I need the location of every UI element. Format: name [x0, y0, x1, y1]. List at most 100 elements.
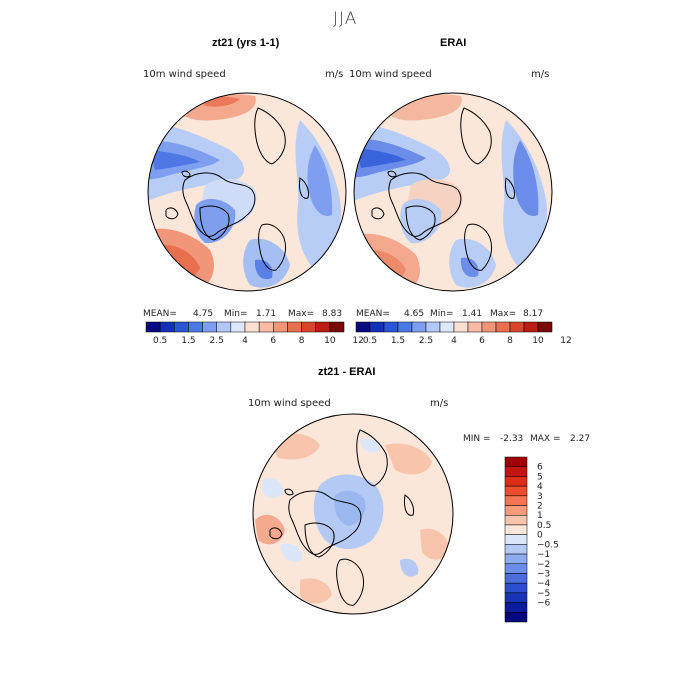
colorbar-diff-swatch — [504, 524, 528, 535]
colorbar-diff-swatch — [504, 514, 528, 526]
colorbar-model-swatch — [329, 321, 345, 333]
colorbar-model-swatch — [145, 321, 161, 333]
panel-obs-min-label: Min= — [430, 309, 454, 319]
panel-diff-min-value: -2.33 — [500, 434, 524, 444]
colorbar-diff-swatch — [504, 602, 528, 613]
panel-diff-units-label: m/s — [430, 398, 449, 409]
map-obs-border — [353, 92, 553, 292]
colorbar-obs-tick-label: 6 — [479, 336, 485, 346]
colorbar-model-swatch — [159, 321, 175, 333]
colorbar-diff-swatch — [504, 582, 528, 594]
colorbar-diff-swatch — [504, 592, 528, 603]
colorbar-diff-swatch — [504, 612, 528, 623]
colorbar-model-swatch — [315, 321, 331, 333]
colorbar-obs-tick-label: 0.5 — [363, 336, 377, 346]
colorbar-model-swatch — [244, 321, 260, 333]
colorbar-model-tick-label: 1.5 — [181, 336, 195, 346]
colorbar-obs-tick-label: 2.5 — [419, 336, 433, 346]
colorbar-obs-swatch — [439, 321, 455, 333]
figure-title: JJA — [333, 9, 358, 29]
panel-obs-variable-label: 10m wind speed — [349, 69, 432, 80]
colorbar-obs-swatch — [537, 321, 553, 333]
colorbar-diff-swatch — [504, 466, 528, 477]
panel-diff-title: zt21 - ERAI — [318, 366, 376, 378]
colorbar-obs-swatch — [481, 321, 497, 333]
colorbar-obs-swatch — [425, 321, 441, 333]
colorbar-diff-tick-label: −3 — [537, 569, 550, 579]
colorbar-obs-swatch — [369, 321, 385, 333]
colorbar-diff-tick-label: −0.5 — [537, 540, 559, 550]
map-diff — [253, 414, 453, 614]
panel-model-mean-value: 4.75 — [193, 309, 214, 319]
panel-diff-max-label: MAX = — [530, 434, 561, 444]
panel-obs-mean-label: MEAN= — [356, 309, 390, 319]
colorbar-diff-swatch — [504, 544, 528, 555]
colorbar-model-swatch — [258, 321, 274, 333]
colorbar-model-swatch — [188, 321, 203, 333]
panel-model-min-value: 1.71 — [256, 309, 277, 319]
panel-model-min-label: Min= — [224, 309, 248, 319]
colorbar-diff-tick-label: −1 — [537, 550, 550, 560]
colorbar-obs-swatch — [509, 321, 525, 333]
colorbar-obs-swatch — [411, 321, 427, 333]
panel-obs-title: ERAI — [440, 37, 467, 49]
panel-obs-min-value: 1.41 — [462, 309, 483, 319]
panel-obs-max-label: Max= — [490, 309, 517, 319]
colorbar-model-tick-label: 6 — [270, 336, 276, 346]
colorbar-diff-swatch — [504, 495, 528, 506]
colorbar-model: 0.5 1.5 2.5 4 6 8 10 12 — [145, 321, 364, 346]
colorbar-diff-tick-label: −5 — [537, 589, 550, 599]
colorbar-model-swatch — [273, 321, 288, 333]
map-diff-border — [252, 413, 454, 615]
colorbar-diff-swatch — [504, 563, 528, 574]
colorbar-obs-tick-label: 1.5 — [391, 336, 405, 346]
colorbar-obs-swatch — [523, 321, 539, 333]
panel-model-units-label: m/s — [325, 69, 344, 80]
colorbar-model-tick-label: 0.5 — [153, 336, 167, 346]
colorbar-model-swatch — [216, 321, 232, 333]
colorbar-diff-tick-label: 4 — [537, 482, 543, 492]
colorbar-diff-tick-label: 0 — [537, 531, 543, 541]
colorbar-model-tick-label: 10 — [324, 336, 336, 346]
colorbar-diff-swatch — [504, 485, 528, 497]
colorbar-obs-swatch — [467, 321, 483, 333]
colorbar-obs-swatch — [495, 321, 511, 333]
colorbar-model-swatch — [174, 321, 189, 333]
colorbar-diff-swatch — [504, 456, 528, 467]
colorbar-diff-tick-label: 5 — [537, 472, 543, 482]
panel-diff-max-value: 2.27 — [570, 434, 591, 444]
colorbar-obs-tick-label: 12 — [560, 336, 571, 346]
colorbar-diff-tick-label: −6 — [537, 599, 551, 609]
colorbar-diff-swatch — [504, 505, 528, 516]
colorbar-obs-tick-label: 8 — [507, 336, 513, 346]
colorbar-diff-tick-label: −4 — [537, 579, 551, 589]
colorbar-model-tick-label: 4 — [242, 336, 248, 346]
colorbar-model-swatch — [230, 321, 246, 333]
colorbar-model-tick-label: 2.5 — [210, 336, 224, 346]
colorbar-diff-swatch — [504, 534, 528, 545]
panel-obs-mean-value: 4.65 — [404, 309, 425, 319]
colorbar-diff-tick-label: 3 — [537, 492, 543, 502]
colorbar-diff-tick-label: 2 — [537, 502, 543, 512]
colorbar-model-tick-label: 8 — [299, 336, 305, 346]
colorbar-diff-swatch — [504, 553, 528, 565]
colorbar-obs-swatch — [383, 321, 399, 333]
colorbar-obs-swatch — [453, 321, 469, 333]
panel-obs-max-value: 8.17 — [523, 309, 544, 319]
colorbar-model-swatch — [301, 321, 316, 333]
colorbar-diff-swatch — [504, 476, 528, 487]
panel-model-max-label: Max= — [288, 309, 315, 319]
map-obs — [354, 93, 552, 291]
colorbar-obs-tick-label: 4 — [451, 336, 457, 346]
colorbar-obs-swatch — [355, 321, 371, 333]
colorbar-obs: 0.5 1.5 2.5 4 6 8 10 12 — [355, 321, 572, 346]
colorbar-diff-tick-label: −2 — [537, 560, 550, 570]
panel-model-max-value: 8.83 — [322, 309, 343, 319]
panel-obs-units-label: m/s — [531, 69, 550, 80]
colorbar-obs-swatch — [397, 321, 413, 333]
panel-diff-variable-label: 10m wind speed — [248, 398, 331, 409]
colorbar-diff-swatch — [504, 573, 528, 584]
colorbar-diff-tick-label: 6 — [537, 463, 543, 473]
